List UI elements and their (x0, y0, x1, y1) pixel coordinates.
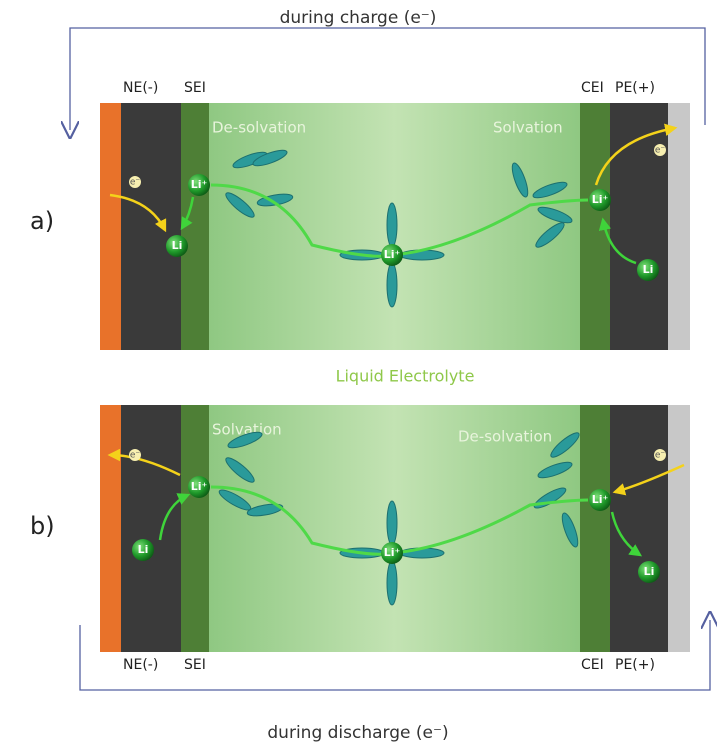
diagram: during charge (e⁻) Liquid Electrolyte du… (0, 0, 717, 749)
layer-label: NE(-) (123, 657, 158, 673)
current-collector-negative (100, 405, 121, 652)
top-caption: during charge (e⁻) (280, 8, 437, 28)
electron-label: e⁻ (655, 451, 666, 461)
atom-label: Li (138, 543, 149, 556)
atom-label: Li (172, 239, 183, 252)
panel-label: a) (30, 207, 54, 235)
bottom-caption: during discharge (e⁻) (267, 723, 448, 743)
layer-label: PE(+) (615, 80, 655, 96)
ion-label: Li⁺ (191, 178, 208, 191)
cei-layer (580, 405, 610, 652)
layer-label: CEI (581, 657, 604, 673)
ion-label: Li⁺ (384, 248, 401, 261)
negative-electrode (121, 103, 181, 350)
layer-label: SEI (184, 657, 206, 673)
current-collector-positive (668, 103, 690, 350)
layer-label: CEI (581, 80, 604, 96)
ion-label: Li⁺ (592, 493, 609, 506)
atom-label: Li (643, 263, 654, 276)
solvent-molecule (387, 501, 397, 545)
ion-label: Li⁺ (592, 193, 609, 206)
electron-label: e⁻ (130, 451, 141, 461)
panel-label: b) (30, 512, 55, 540)
current-collector-positive (668, 405, 690, 652)
layer-label: NE(-) (123, 80, 158, 96)
ion-label: Li⁺ (191, 480, 208, 493)
middle-label: Liquid Electrolyte (336, 367, 475, 386)
process-label: De-solvation (458, 428, 552, 446)
layer-label: PE(+) (615, 657, 655, 673)
solvent-molecule (387, 561, 397, 605)
electron-label: e⁻ (655, 146, 666, 156)
sei-layer (181, 405, 209, 652)
sei-layer (181, 103, 209, 350)
solvent-molecule (387, 203, 397, 247)
electron-label: e⁻ (130, 178, 141, 188)
negative-electrode (121, 405, 181, 652)
ion-label: Li⁺ (384, 546, 401, 559)
atom-label: Li (644, 565, 655, 578)
panel: a) NE(-) SEI CEI PE(+) De-solvation Solvation L… (30, 80, 690, 350)
layer-label: SEI (184, 80, 206, 96)
current-collector-negative (100, 103, 121, 350)
process-label: De-solvation (212, 119, 306, 137)
process-label: Solvation (493, 119, 563, 137)
solvent-molecule (387, 263, 397, 307)
